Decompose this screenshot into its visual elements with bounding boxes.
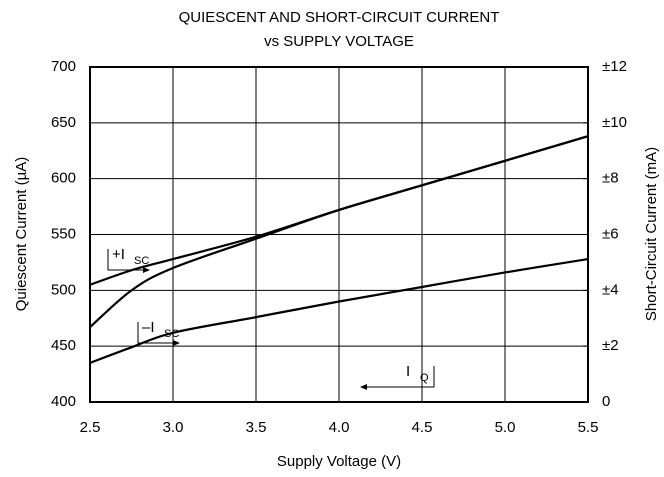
x-tick-label: 5.0 <box>495 419 516 436</box>
x-tick-label: 4.0 <box>329 419 350 436</box>
y2-axis-label: Short-Circuit Current (mA) <box>643 147 660 321</box>
y-tick-label: 700 <box>51 58 76 75</box>
y2-tick-label: ±6 <box>602 225 619 242</box>
y-tick-label: 400 <box>51 393 76 410</box>
annotation-arrow <box>360 384 367 390</box>
annotation-leader <box>362 366 435 388</box>
y-tick-label: 450 <box>51 337 76 354</box>
x-tick-label: 3.0 <box>163 419 184 436</box>
y2-tick-label: ±10 <box>602 114 627 131</box>
chart-title: vs SUPPLY VOLTAGE <box>264 33 414 50</box>
y2-tick-label: ±2 <box>602 337 619 354</box>
annotation-arrow <box>143 267 150 273</box>
annotation: +I SC <box>107 246 150 273</box>
annotation-leader <box>107 249 148 271</box>
y-tick-label: 500 <box>51 281 76 298</box>
plot-frame <box>89 66 589 403</box>
x-tick-label: 2.5 <box>80 419 101 436</box>
annotation-text: +I <box>112 246 125 263</box>
annotation-text: I <box>406 363 410 380</box>
y2-tick-label: ±4 <box>602 281 619 298</box>
x-tick-label: 3.5 <box>246 419 267 436</box>
annotation-sub: SC <box>134 255 149 267</box>
annotation-leader <box>137 322 178 344</box>
y2-tick-label: ±12 <box>602 58 627 75</box>
y-tick-label: 600 <box>51 170 76 187</box>
series-line <box>89 135 589 329</box>
x-tick-label: 4.5 <box>412 419 433 436</box>
annotation-text: –I <box>142 319 155 336</box>
y-tick-label: 550 <box>51 225 76 242</box>
annotation-sub: Q <box>420 372 429 384</box>
annotation-arrow <box>173 340 180 346</box>
chart-title: QUIESCENT AND SHORT-CIRCUIT CURRENT <box>179 9 500 26</box>
x-axis-label: Supply Voltage (V) <box>277 453 401 470</box>
y2-tick-label: 0 <box>602 393 610 410</box>
y-tick-label: 650 <box>51 114 76 131</box>
annotation-sub: SC <box>164 328 179 340</box>
y-axis-label: Quiescent Current (µA) <box>13 157 30 312</box>
x-tick-label: 5.5 <box>578 419 599 436</box>
annotation: –I SC <box>137 319 180 346</box>
y2-tick-label: ±8 <box>602 170 619 187</box>
